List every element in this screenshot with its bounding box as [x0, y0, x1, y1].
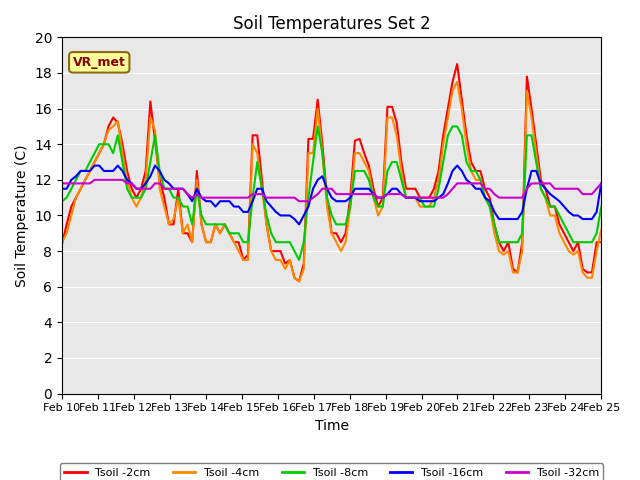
Tsoil -32cm: [91, 177, 99, 183]
Tsoil -16cm: [570, 213, 577, 218]
Tsoil -16cm: [295, 221, 303, 227]
Text: VR_met: VR_met: [73, 56, 125, 69]
Tsoil -2cm: [305, 136, 312, 142]
Tsoil -4cm: [161, 204, 168, 209]
Tsoil -32cm: [58, 180, 66, 186]
Line: Tsoil -8cm: Tsoil -8cm: [62, 126, 601, 260]
Line: Tsoil -16cm: Tsoil -16cm: [62, 166, 601, 224]
Tsoil -8cm: [170, 195, 177, 201]
Tsoil -8cm: [161, 186, 168, 192]
Tsoil -32cm: [165, 186, 173, 192]
Tsoil -2cm: [184, 230, 191, 236]
Tsoil -8cm: [597, 204, 605, 209]
Tsoil -16cm: [175, 186, 182, 192]
Tsoil -2cm: [570, 248, 577, 254]
Tsoil -4cm: [184, 221, 191, 227]
Tsoil -32cm: [188, 195, 196, 201]
Tsoil -8cm: [58, 198, 66, 204]
Tsoil -8cm: [184, 204, 191, 209]
Line: Tsoil -4cm: Tsoil -4cm: [62, 82, 601, 281]
Y-axis label: Soil Temperature (C): Soil Temperature (C): [15, 144, 29, 287]
Title: Soil Temperatures Set 2: Soil Temperatures Set 2: [233, 15, 431, 33]
Tsoil -2cm: [597, 240, 605, 245]
Tsoil -2cm: [170, 221, 177, 227]
Tsoil -4cm: [202, 240, 210, 245]
Tsoil -32cm: [309, 195, 317, 201]
Tsoil -2cm: [202, 240, 210, 245]
Tsoil -4cm: [58, 240, 66, 245]
Tsoil -32cm: [207, 195, 214, 201]
Tsoil -4cm: [170, 216, 177, 222]
Tsoil -16cm: [597, 180, 605, 186]
Tsoil -16cm: [91, 163, 99, 168]
Tsoil -4cm: [597, 227, 605, 233]
Tsoil -8cm: [314, 123, 321, 129]
Tsoil -4cm: [453, 79, 461, 85]
Tsoil -8cm: [570, 240, 577, 245]
Tsoil -32cm: [597, 180, 605, 186]
Tsoil -32cm: [295, 198, 303, 204]
Tsoil -2cm: [161, 195, 168, 201]
Line: Tsoil -32cm: Tsoil -32cm: [62, 180, 601, 201]
Tsoil -4cm: [305, 150, 312, 156]
Legend: Tsoil -2cm, Tsoil -4cm, Tsoil -8cm, Tsoil -16cm, Tsoil -32cm: Tsoil -2cm, Tsoil -4cm, Tsoil -8cm, Tsoi…: [60, 463, 604, 480]
Tsoil -2cm: [58, 241, 66, 247]
Tsoil -2cm: [453, 61, 461, 67]
Tsoil -16cm: [207, 198, 214, 204]
Tsoil -8cm: [295, 257, 303, 263]
Tsoil -16cm: [58, 186, 66, 192]
Tsoil -32cm: [570, 186, 577, 192]
Tsoil -2cm: [295, 278, 303, 284]
Tsoil -8cm: [202, 221, 210, 227]
X-axis label: Time: Time: [315, 419, 349, 433]
Tsoil -16cm: [309, 186, 317, 192]
Tsoil -16cm: [188, 198, 196, 204]
Tsoil -16cm: [165, 180, 173, 186]
Line: Tsoil -2cm: Tsoil -2cm: [62, 64, 601, 281]
Tsoil -32cm: [175, 186, 182, 192]
Tsoil -4cm: [295, 278, 303, 284]
Tsoil -8cm: [305, 195, 312, 201]
Tsoil -4cm: [570, 252, 577, 258]
